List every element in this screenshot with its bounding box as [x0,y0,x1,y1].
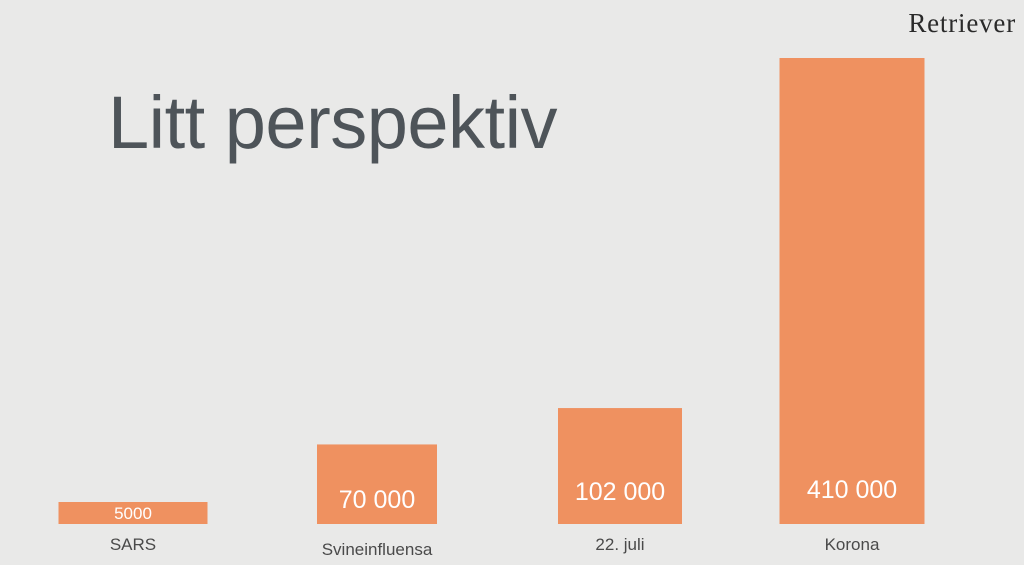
category-label-1: Svineinfluensa [322,540,433,559]
category-label-2: 22. juli [595,535,644,554]
bar-value-label-2: 102 000 [575,478,665,506]
retriever-logo: Retriever [908,8,1016,38]
bar-2 [558,408,682,524]
bar-1 [317,444,437,524]
category-label-0: SARS [110,535,156,554]
bar-3 [779,58,925,524]
slide-title: Litt perspektiv [108,81,558,164]
bar-value-label-1: 70 000 [339,486,415,514]
bar-value-label-0: 5000 [114,504,152,523]
bar-value-label-3: 410 000 [807,476,897,504]
bar-0 [58,502,208,524]
category-label-3: Korona [825,535,880,554]
